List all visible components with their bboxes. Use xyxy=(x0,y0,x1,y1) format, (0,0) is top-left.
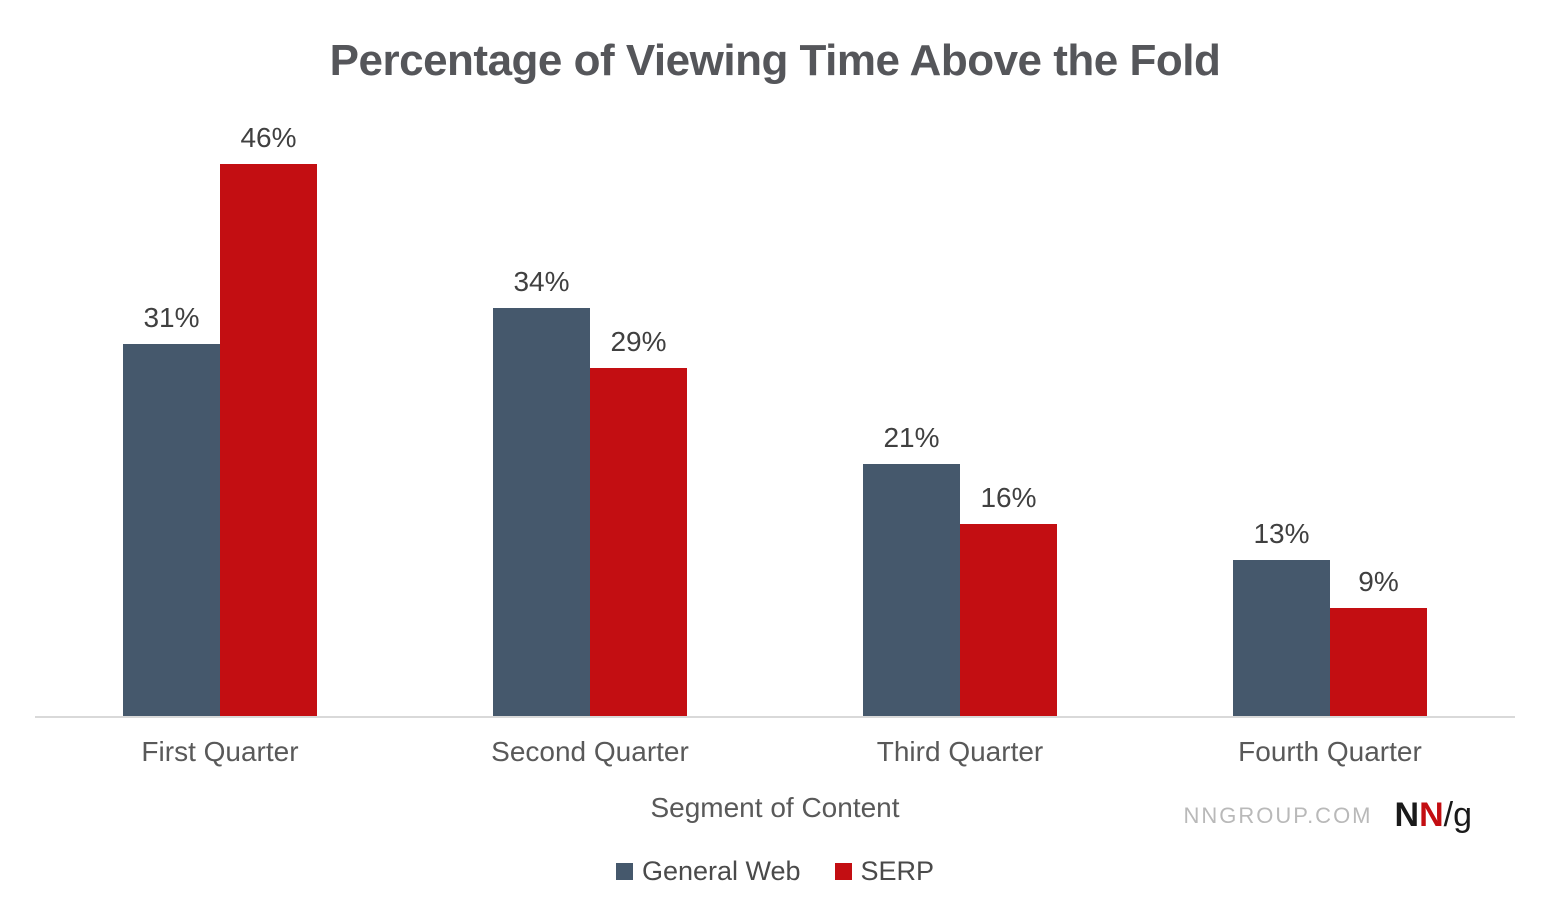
bar-value-label: 31% xyxy=(143,302,200,333)
bar-serp xyxy=(1330,608,1427,716)
category-label-first-quarter: First Quarter xyxy=(141,736,299,767)
bar-column-serp: 29% xyxy=(590,116,687,716)
footer-brand: NNGROUP.COM NN/g xyxy=(1183,796,1472,835)
legend-item-general-web: General Web xyxy=(615,856,801,887)
nng-logo: NN/g xyxy=(1395,796,1472,835)
bar-serp xyxy=(960,524,1057,716)
chart-title: Percentage of Viewing Time Above the Fol… xyxy=(329,36,1221,85)
x-axis-label: Segment of Content xyxy=(650,792,900,823)
bar-group-fourth-quarter: 13% 9% xyxy=(1145,116,1515,716)
bar-value-label: 34% xyxy=(513,266,570,297)
legend-swatch-serp xyxy=(834,863,852,880)
bar-general-web xyxy=(863,464,960,716)
bar-value-label: 21% xyxy=(883,422,940,453)
bar-column-serp: 9% xyxy=(1330,116,1427,716)
bar-value-label: 46% xyxy=(240,122,297,153)
category-label-second-quarter: Second Quarter xyxy=(491,736,689,767)
bar-column-general-web: 31% xyxy=(123,116,220,716)
bar-column-general-web: 13% xyxy=(1233,116,1330,716)
logo-n-red: N xyxy=(1419,796,1444,834)
bar-column-general-web: 34% xyxy=(493,116,590,716)
legend-label-general-web: General Web xyxy=(641,856,801,886)
legend-label-serp: SERP xyxy=(860,856,935,886)
logo-n-black: N xyxy=(1394,796,1420,834)
bar-value-label: 13% xyxy=(1253,518,1310,549)
bar-column-serp: 46% xyxy=(220,116,317,716)
category-label-third-quarter: Third Quarter xyxy=(876,736,1044,767)
source-text: NNGROUP.COM xyxy=(1183,802,1373,828)
bar-value-label: 29% xyxy=(610,326,667,357)
bar-serp xyxy=(590,368,687,716)
bar-group-third-quarter: 21% 16% xyxy=(775,116,1145,716)
bar-value-label: 9% xyxy=(1358,566,1399,597)
bar-group-second-quarter: 34% 29% xyxy=(405,116,775,716)
bar-column-serp: 16% xyxy=(960,116,1057,716)
legend-swatch-general-web xyxy=(615,863,633,880)
logo-slash-g: /g xyxy=(1443,796,1472,834)
legend-item-serp: SERP xyxy=(834,856,935,887)
bar-group-first-quarter: 31% 46% xyxy=(35,116,405,716)
legend: General Web SERP xyxy=(0,856,1550,887)
bar-serp xyxy=(220,164,317,716)
bar-general-web xyxy=(493,308,590,716)
chart-plot: 31% 46% 34% 29% 21% 16% 13% 9% xyxy=(35,116,1515,718)
bar-value-label: 16% xyxy=(980,482,1037,513)
category-labels: First Quarter Second Quarter Third Quarter… xyxy=(35,736,1515,768)
bar-general-web xyxy=(123,344,220,716)
bar-column-general-web: 21% xyxy=(863,116,960,716)
category-label-fourth-quarter: Fourth Quarter xyxy=(1238,736,1422,767)
bar-general-web xyxy=(1233,560,1330,716)
